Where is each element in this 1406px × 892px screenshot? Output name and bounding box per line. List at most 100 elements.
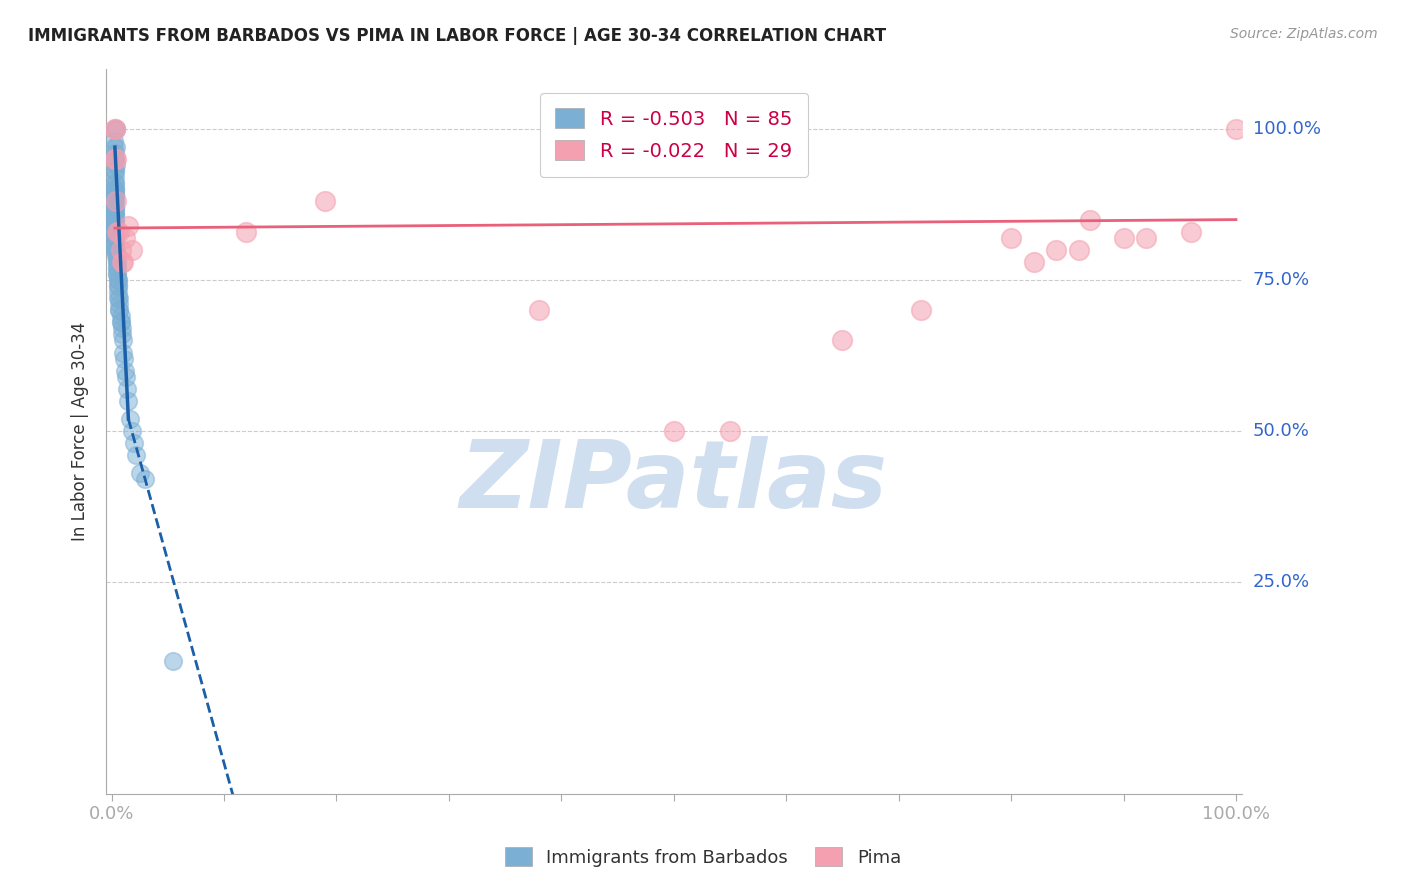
Point — [134, 472, 156, 486]
Point — [107, 285, 129, 299]
Point — [104, 231, 127, 245]
Point — [110, 243, 132, 257]
Point — [104, 201, 127, 215]
Point — [125, 448, 148, 462]
Point — [104, 206, 127, 220]
Y-axis label: In Labor Force | Age 30-34: In Labor Force | Age 30-34 — [72, 321, 89, 541]
Point — [104, 170, 127, 185]
Point — [104, 194, 127, 209]
Point — [110, 315, 132, 329]
Point — [104, 122, 127, 136]
Point — [128, 467, 150, 481]
Point — [104, 177, 127, 191]
Point — [1022, 255, 1045, 269]
Point — [105, 249, 128, 263]
Point — [105, 255, 128, 269]
Point — [104, 201, 127, 215]
Point — [104, 206, 127, 220]
Point — [105, 225, 128, 239]
Point — [111, 255, 134, 269]
Point — [104, 225, 127, 239]
Point — [108, 225, 131, 239]
Point — [831, 334, 853, 348]
Point — [104, 212, 127, 227]
Text: 100.0%: 100.0% — [1253, 120, 1320, 138]
Point — [104, 219, 127, 233]
Point — [104, 225, 127, 239]
Point — [104, 231, 127, 245]
Point — [103, 134, 125, 148]
Point — [108, 303, 131, 318]
Point — [117, 393, 139, 408]
Point — [108, 303, 131, 318]
Point — [662, 424, 685, 438]
Point — [107, 279, 129, 293]
Point — [104, 152, 127, 166]
Point — [110, 310, 132, 324]
Point — [107, 279, 129, 293]
Point — [104, 177, 127, 191]
Point — [1067, 243, 1090, 257]
Point — [111, 327, 134, 342]
Point — [104, 194, 127, 209]
Point — [1135, 231, 1157, 245]
Point — [104, 122, 127, 136]
Legend: R = -0.503   N = 85, R = -0.022   N = 29: R = -0.503 N = 85, R = -0.022 N = 29 — [540, 93, 808, 177]
Point — [104, 219, 127, 233]
Point — [105, 249, 128, 263]
Point — [110, 315, 132, 329]
Text: 75.0%: 75.0% — [1253, 271, 1310, 289]
Point — [1078, 212, 1101, 227]
Point — [104, 146, 127, 161]
Point — [104, 122, 127, 136]
Point — [104, 206, 127, 220]
Point — [105, 194, 128, 209]
Point — [112, 351, 135, 366]
Text: 50.0%: 50.0% — [1253, 422, 1309, 440]
Point — [104, 212, 127, 227]
Point — [162, 654, 184, 668]
Point — [105, 267, 128, 281]
Point — [121, 243, 143, 257]
Point — [718, 424, 741, 438]
Point — [105, 122, 128, 136]
Point — [105, 267, 128, 281]
Point — [104, 152, 127, 166]
Point — [235, 225, 257, 239]
Point — [104, 231, 127, 245]
Point — [104, 225, 127, 239]
Point — [1180, 225, 1202, 239]
Point — [108, 297, 131, 311]
Text: 25.0%: 25.0% — [1253, 574, 1310, 591]
Point — [314, 194, 336, 209]
Point — [104, 236, 127, 251]
Point — [105, 255, 128, 269]
Text: IMMIGRANTS FROM BARBADOS VS PIMA IN LABOR FORCE | AGE 30-34 CORRELATION CHART: IMMIGRANTS FROM BARBADOS VS PIMA IN LABO… — [28, 27, 886, 45]
Point — [103, 140, 125, 154]
Point — [1000, 231, 1022, 245]
Point — [117, 219, 139, 233]
Point — [104, 182, 127, 196]
Point — [115, 369, 138, 384]
Point — [108, 291, 131, 305]
Point — [104, 201, 127, 215]
Point — [104, 188, 127, 202]
Point — [105, 260, 128, 275]
Point — [104, 188, 127, 202]
Point — [527, 303, 550, 318]
Point — [111, 345, 134, 359]
Point — [117, 382, 139, 396]
Point — [910, 303, 932, 318]
Point — [104, 225, 127, 239]
Point — [105, 152, 128, 166]
Point — [104, 182, 127, 196]
Point — [105, 249, 128, 263]
Point — [1045, 243, 1067, 257]
Point — [114, 231, 136, 245]
Point — [104, 164, 127, 178]
Point — [104, 152, 127, 166]
Point — [105, 243, 128, 257]
Point — [104, 236, 127, 251]
Text: Source: ZipAtlas.com: Source: ZipAtlas.com — [1230, 27, 1378, 41]
Point — [104, 188, 127, 202]
